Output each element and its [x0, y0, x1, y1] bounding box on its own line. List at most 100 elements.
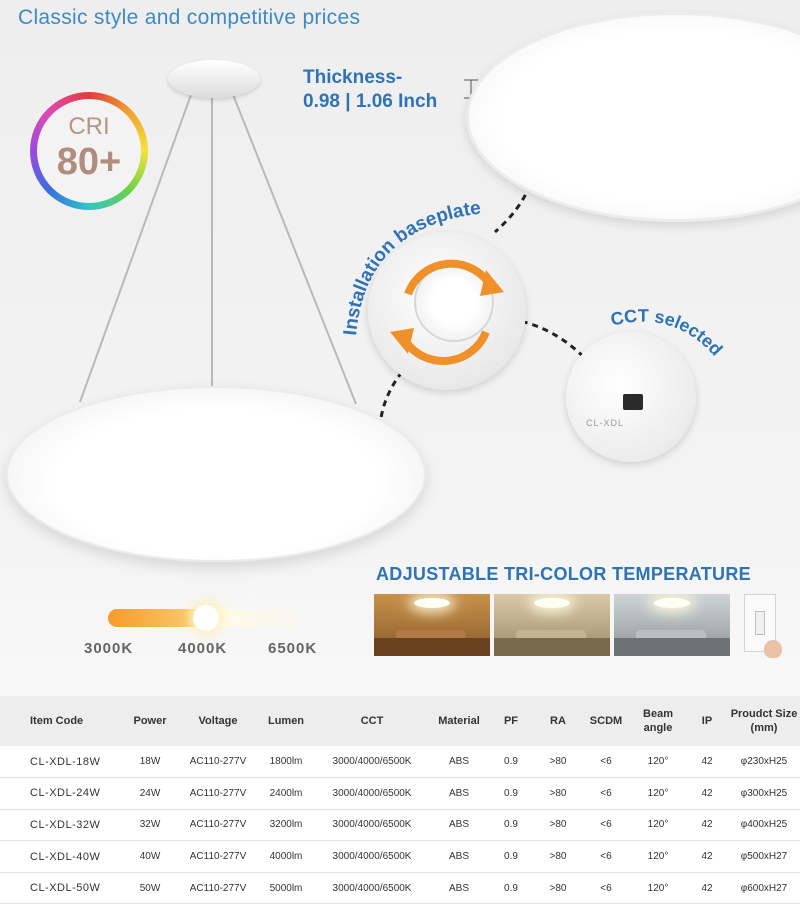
- column-header-label: Lumen: [267, 715, 305, 727]
- table-cell: ABS: [430, 809, 488, 842]
- table-cell: 3000/4000/6500K: [314, 840, 430, 873]
- column-header-label: Item Code: [30, 715, 84, 727]
- table-cell: AC110-277V: [178, 809, 258, 842]
- table-cell: 42: [686, 746, 728, 779]
- column-header-label: IP: [701, 715, 713, 727]
- table-cell: <6: [582, 872, 630, 905]
- table-row: CL-XDL-24W 24W AC110-277V 2400lm 3000/4000/6…: [0, 777, 800, 810]
- ceiling-canopy: [168, 60, 260, 98]
- temp-label-4000k: 4000K: [178, 640, 228, 657]
- table-cell: <6: [582, 840, 630, 873]
- column-header: PF: [488, 696, 534, 746]
- cri-label: CRI: [68, 113, 110, 140]
- cri-value: 80+: [56, 141, 122, 183]
- temp-label-6500k: 6500K: [268, 640, 318, 657]
- table-cell: 0.9: [488, 746, 534, 779]
- column-header-sublabel: angle: [643, 722, 673, 734]
- table-cell: AC110-277V: [178, 872, 258, 905]
- column-header: RA: [534, 696, 582, 746]
- table-cell: <6: [582, 746, 630, 779]
- table-cell: φ400xH25: [728, 809, 800, 842]
- table-row: CL-XDL-32W 32W AC110-277V 3200lm 3000/4000/6…: [0, 809, 800, 842]
- table-cell: 0.9: [488, 840, 534, 873]
- temperature-gradient-bar: [108, 605, 304, 631]
- pendant-panel-image: [6, 386, 426, 562]
- table-cell: AC110-277V: [178, 746, 258, 779]
- table-cell: 18W: [122, 746, 178, 779]
- table-cell: 0.9: [488, 872, 534, 905]
- cct-callout-text: CCT selected: [609, 306, 727, 360]
- spec-table: Item Code Power Voltage Lumen CCT Material PF R…: [0, 696, 800, 905]
- table-cell: 50W: [122, 872, 178, 905]
- page-title: Classic style and competitive prices: [18, 6, 361, 29]
- temperature-knob: [193, 605, 219, 631]
- column-header-label: Proudct Size: [730, 708, 798, 720]
- table-cell: ABS: [430, 746, 488, 779]
- table-cell: 120°: [630, 746, 686, 779]
- table-cell: 42: [686, 777, 728, 810]
- table-cell: 24W: [122, 777, 178, 810]
- spec-table-body: CL-XDL-18W 18W AC110-277V 1800lm 3000/4000/6…: [0, 746, 800, 905]
- table-cell: 42: [686, 809, 728, 842]
- cct-switch: [623, 394, 643, 410]
- table-cell: >80: [534, 872, 582, 905]
- table-cell: AC110-277V: [178, 840, 258, 873]
- table-cell: <6: [582, 809, 630, 842]
- table-cell: CL-XDL-18W: [0, 746, 122, 779]
- column-header-label: CCT: [360, 715, 384, 727]
- table-cell: 3000/4000/6500K: [314, 777, 430, 810]
- table-cell: 3200lm: [258, 809, 314, 842]
- room-neutral-image: [494, 594, 610, 656]
- column-header-label: Power: [133, 715, 167, 727]
- column-header-sublabel: (mm): [750, 722, 778, 734]
- cri-badge-inner: CRI 80+: [37, 99, 141, 203]
- column-header: IP: [686, 696, 728, 746]
- table-cell: φ600xH27: [728, 872, 800, 905]
- column-header: Proudct Size (mm): [728, 696, 800, 746]
- baseplate-callout-text: Installation baseplate: [340, 198, 482, 337]
- table-cell: φ300xH25: [728, 777, 800, 810]
- table-cell: >80: [534, 746, 582, 779]
- baseplate-callout-label: Installation baseplate: [340, 198, 482, 337]
- svg-text:CCT selected: CCT selected: [609, 306, 727, 360]
- column-header: Beam angle: [630, 696, 686, 746]
- table-cell: CL-XDL-50W: [0, 872, 122, 905]
- table-cell: 120°: [630, 777, 686, 810]
- table-row: CL-XDL-50W 50W AC110-277V 5000lm 3000/4000/6…: [0, 872, 800, 905]
- pendant-wires: [79, 79, 614, 461]
- column-header: Item Code: [0, 696, 122, 746]
- column-header-label: SCDM: [589, 715, 623, 727]
- table-cell: 3000/4000/6500K: [314, 746, 430, 779]
- rotate-arrows-icon: [390, 259, 504, 366]
- column-header-label: RA: [550, 715, 566, 727]
- table-cell: ABS: [430, 840, 488, 873]
- column-header: Power: [122, 696, 178, 746]
- table-cell: ABS: [430, 872, 488, 905]
- table-cell: ABS: [430, 777, 488, 810]
- table-cell: φ500xH27: [728, 840, 800, 873]
- cct-print: CL-XDL: [586, 418, 625, 428]
- table-cell: AC110-277V: [178, 777, 258, 810]
- room-warm-image: [374, 594, 490, 656]
- column-header-label: PF: [503, 715, 519, 727]
- column-header: CCT: [314, 696, 430, 746]
- table-cell: 3000/4000/6500K: [314, 872, 430, 905]
- table-cell: 120°: [630, 872, 686, 905]
- room-cool-image: [614, 594, 730, 656]
- table-cell: 120°: [630, 809, 686, 842]
- column-header-label: Beam: [643, 708, 673, 720]
- column-header-label: Voltage: [198, 715, 238, 727]
- temp-label-3000k: 3000K: [84, 640, 134, 657]
- cct-switch-image: CL-XDL: [566, 332, 696, 462]
- table-cell: CL-XDL-32W: [0, 809, 122, 842]
- tri-color-title: ADJUSTABLE TRI-COLOR TEMPERATURE: [376, 564, 751, 584]
- thickness-callout: Thickness- 0.98 | 1.06 Inch: [303, 66, 437, 114]
- table-cell: 0.9: [488, 809, 534, 842]
- column-header: Material: [430, 696, 488, 746]
- column-header: Lumen: [258, 696, 314, 746]
- spec-table-header: Item Code Power Voltage Lumen CCT Material PF R…: [0, 696, 800, 746]
- column-header: Voltage: [178, 696, 258, 746]
- table-cell: 32W: [122, 809, 178, 842]
- table-cell: φ230xH25: [728, 746, 800, 779]
- table-cell: 120°: [630, 840, 686, 873]
